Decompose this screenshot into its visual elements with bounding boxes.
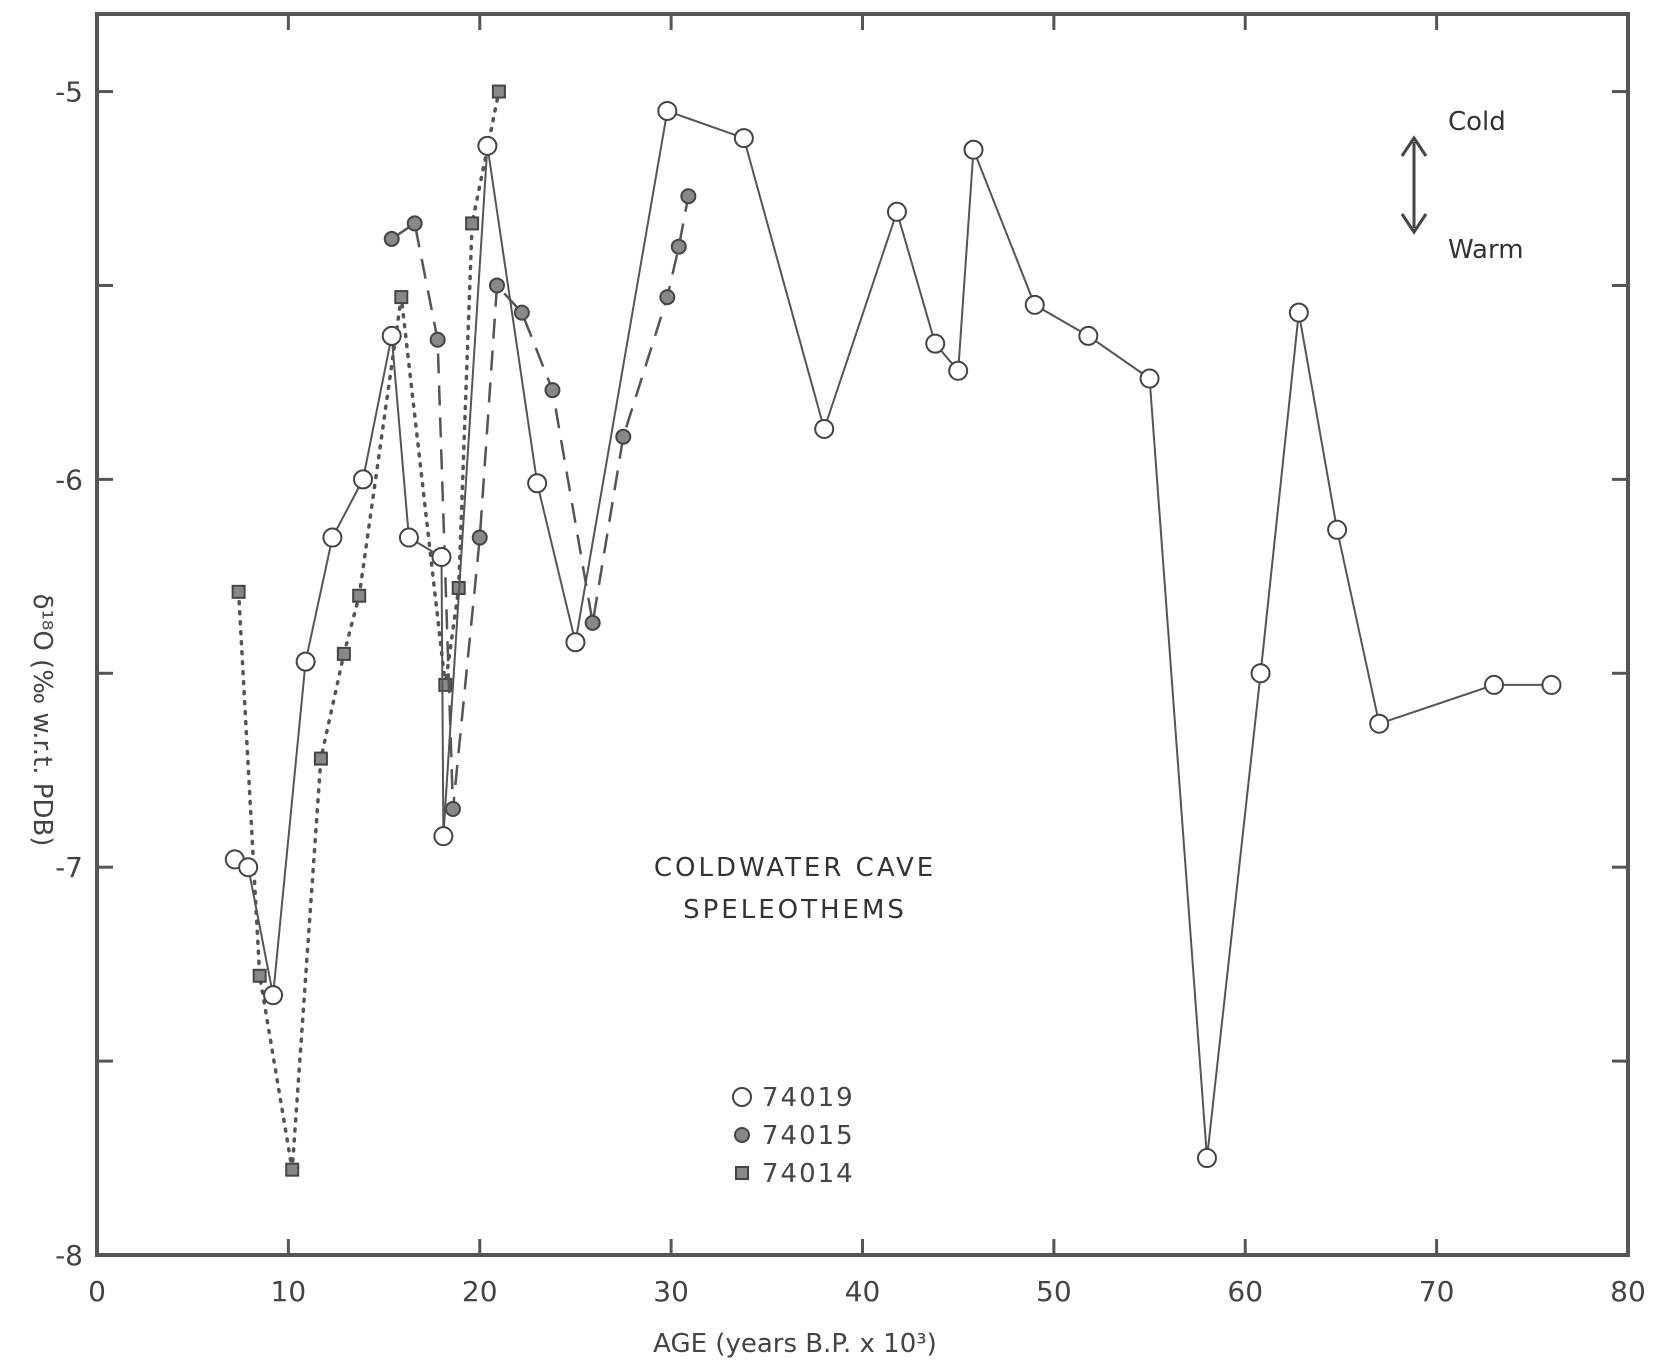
data-point-74019 [1369,713,1390,734]
data-point-74014 [394,290,409,305]
data-point-74015 [670,238,687,255]
legend-marker-74014 [735,1166,749,1180]
series-74015 [383,188,697,818]
data-point-74014 [352,588,367,603]
x-tick-label: 50 [1036,1275,1072,1308]
data-point-74015 [544,382,561,399]
y-tick-label: -7 [55,851,83,884]
data-point-74015 [584,614,601,631]
data-point-74019 [657,100,678,121]
y-axis-label: δ¹⁸O (‰ w.r.t. PDB) [27,594,57,847]
data-point-74019 [948,360,969,381]
data-point-74019 [1541,674,1562,695]
x-axis: 0 10 20 30 40 50 60 70 80 [88,14,1646,1308]
data-point-74014 [336,646,351,661]
data-point-74019 [1288,302,1309,323]
legend: 74019 74015 74014 [732,1083,855,1189]
x-tick-label: 0 [88,1275,106,1308]
data-point-74015 [513,304,530,321]
data-point-74015 [615,428,632,445]
y-tick-label: -6 [55,463,83,496]
data-point-74015 [471,529,488,546]
x-tick-label: 70 [1419,1275,1455,1308]
arrow-up-icon [1400,135,1428,157]
x-tick-label: 30 [653,1275,689,1308]
direction-indicator: Cold Warm [1400,107,1524,265]
data-point-74014 [491,84,506,99]
data-point-74019 [1196,1148,1217,1169]
series-74014 [231,84,506,1177]
data-point-74015 [406,215,423,232]
x-tick-label: 20 [462,1275,498,1308]
data-point-74019 [477,135,498,156]
legend-label-74019: 74019 [762,1083,855,1113]
x-tick-label: 60 [1227,1275,1263,1308]
y-axis: -8 -7 -6 -5 [55,76,1628,1272]
x-axis-label: AGE (years B.P. x 10³) [653,1329,937,1359]
y-tick-label: -8 [55,1239,83,1272]
data-point-74015 [429,331,446,348]
series-line-74014 [236,89,501,1170]
warm-label: Warm [1448,235,1524,265]
data-point-74019 [322,527,343,548]
y-tick-label: -5 [55,76,83,109]
data-point-74019 [431,546,452,567]
data-point-74019 [1484,674,1505,695]
legend-label-74015: 74015 [762,1121,855,1151]
data-point-74019 [733,128,754,149]
data-point-74019 [295,651,316,672]
data-point-74019 [353,469,374,490]
data-point-74015 [680,188,697,205]
cold-label: Cold [1448,107,1506,137]
data-point-74014 [231,584,246,599]
arrow-down-icon [1400,213,1428,235]
data-point-74019 [398,527,419,548]
data-point-74019 [381,325,402,346]
data-point-74019 [1024,294,1045,315]
data-point-74019 [1139,368,1160,389]
legend-label-74014: 74014 [762,1159,855,1189]
data-point-74019 [238,857,259,878]
legend-marker-74019 [732,1087,752,1107]
plot-frame [95,12,1630,1257]
data-point-74019 [963,139,984,160]
data-point-74019 [814,418,835,439]
series-line-74015 [391,196,690,810]
annotation-line-2: SPELEOTHEMS [683,895,907,925]
data-point-74015 [444,801,461,818]
series-line-74019 [234,109,1552,1159]
data-point-74019 [565,632,586,653]
x-tick-label: 80 [1610,1275,1646,1308]
data-point-74014 [252,968,267,983]
data-point-74019 [527,473,548,494]
data-point-74019 [1250,663,1271,684]
data-point-74019 [433,826,454,847]
x-tick-label: 40 [845,1275,881,1308]
data-point-74015 [383,230,400,247]
data-point-74019 [1327,519,1348,540]
data-point-74019 [263,985,284,1006]
data-point-74019 [1078,325,1099,346]
data-point-74014 [465,216,480,231]
data-point-74014 [285,1162,300,1177]
annotation-line-1: COLDWATER CAVE [654,853,936,883]
legend-marker-74015 [734,1127,750,1143]
data-point-74014 [313,751,328,766]
series-74019 [224,100,1562,1169]
data-point-74019 [886,201,907,222]
data-point-74015 [488,277,505,294]
series-layer [224,84,1562,1177]
data-point-74019 [925,333,946,354]
data-point-74015 [659,289,676,306]
x-tick-label: 10 [271,1275,307,1308]
